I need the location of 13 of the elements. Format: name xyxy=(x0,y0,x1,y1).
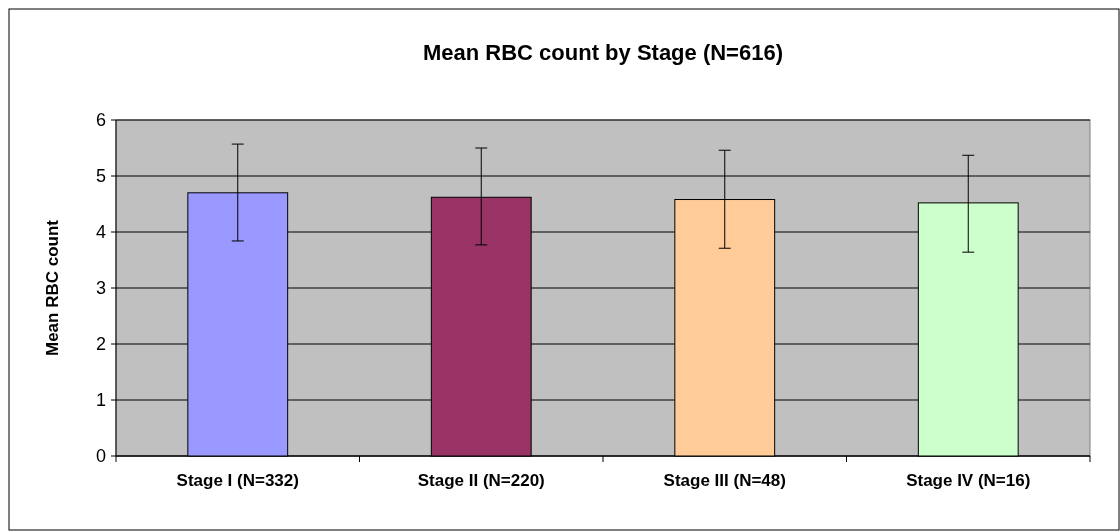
x-tick-label: Stage IV (N=16) xyxy=(906,471,1031,490)
x-tick-label: Stage I (N=332) xyxy=(176,471,299,490)
y-tick-label: 6 xyxy=(95,110,106,131)
y-tick-label: 0 xyxy=(95,446,106,467)
x-tick-label: Stage II (N=220) xyxy=(417,471,545,490)
y-tick-label: 3 xyxy=(95,278,106,299)
x-tick-label: Stage III (N=48) xyxy=(663,471,786,490)
y-tick-label: 5 xyxy=(95,166,106,187)
y-tick-label: 4 xyxy=(95,222,106,243)
y-tick-label: 2 xyxy=(95,334,106,355)
y-tick-label: 1 xyxy=(95,390,106,411)
chart-title: Mean RBC count by Stage (N=616) xyxy=(422,40,784,65)
y-axis-title: Mean RBC count xyxy=(43,219,62,356)
